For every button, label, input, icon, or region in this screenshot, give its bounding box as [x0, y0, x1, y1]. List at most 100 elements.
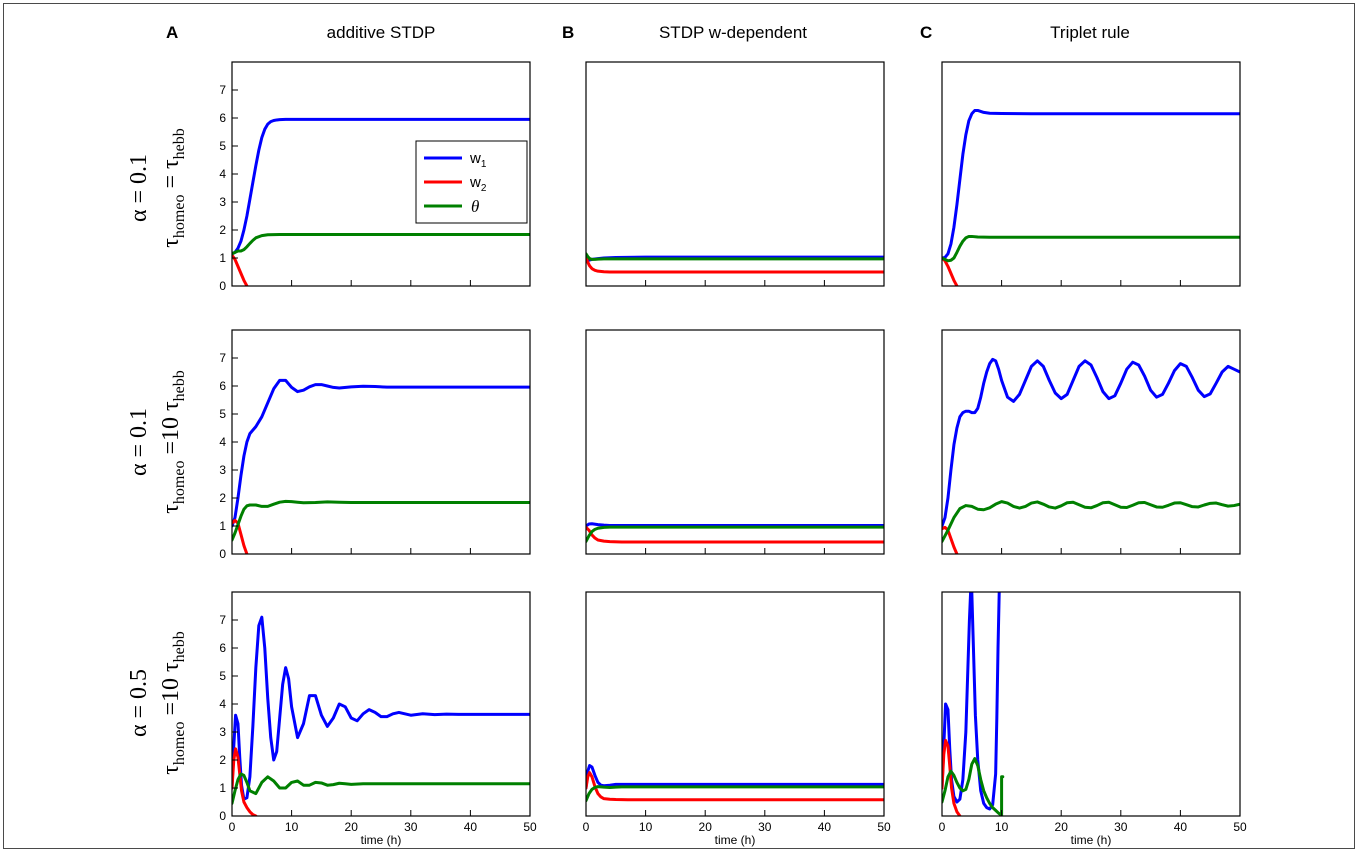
x-tick-label: 50 [1233, 820, 1247, 834]
panel-a2: 0 1 2 3 4 5 6 7 [219, 329, 531, 561]
legend-label-theta: θ [471, 197, 479, 216]
y-tick-label: 3 [219, 463, 226, 477]
x-tick-label: 10 [995, 820, 1009, 834]
figure-frame [3, 3, 1355, 849]
x-tick-label: 40 [464, 820, 478, 834]
panel-series [586, 764, 884, 803]
series-line-w2 [586, 525, 884, 544]
y-tick-label: 1 [219, 781, 226, 795]
y-tick-label: 4 [219, 697, 226, 711]
y-tick-label: 1 [219, 251, 226, 265]
y-tick-label: 6 [219, 641, 226, 655]
y-tick-label: 6 [219, 111, 226, 125]
y-tick-label: 5 [219, 139, 226, 153]
x-tick-label: 0 [229, 820, 236, 834]
plot-frame [941, 61, 1241, 287]
legend-label-w2: w2 [469, 174, 487, 194]
x-tick-label: 40 [1174, 820, 1188, 834]
x-tick-label: 40 [818, 820, 832, 834]
panel-b1 [585, 61, 885, 287]
panel-series [232, 615, 530, 816]
y-tick-label: 2 [219, 491, 226, 505]
series-line-w2 [942, 256, 959, 286]
plot-frame [585, 61, 885, 287]
panel-series [232, 117, 530, 286]
series-line-w2 [232, 518, 249, 554]
y-tick-label: 6 [219, 379, 226, 393]
series-line-theta [232, 499, 530, 542]
y-tick-label: 5 [219, 669, 226, 683]
y-tick-label: 2 [219, 753, 226, 767]
x-tick-label: 10 [639, 820, 653, 834]
panel-series [942, 108, 1240, 286]
series-line-w1 [942, 357, 1240, 528]
panel-series [586, 522, 884, 544]
panel-c1 [941, 61, 1241, 287]
row-label-1-tau: τhomeo = τhebb [158, 128, 188, 248]
plot-frame [941, 591, 1241, 817]
y-tick-label: 0 [219, 547, 226, 561]
panel-series [942, 592, 1005, 816]
series-line-w1 [232, 615, 530, 801]
y-tick-label: 7 [219, 613, 226, 627]
x-tick-label: 0 [939, 820, 946, 834]
series-line-w2 [232, 253, 249, 286]
panels: 0 1 2 3 4 5 6 7 0 1 2 3 4 5 6 7 0 1 2 3 4 5 6 7 0 10 20 30 40 50 time … [219, 61, 1247, 847]
series-line-theta [942, 757, 1005, 816]
row-label-3-alpha: α = 0.5 [126, 669, 152, 737]
y-tick-label: 7 [219, 351, 226, 365]
y-tick-label: 3 [219, 725, 226, 739]
series-line-theta [586, 252, 884, 261]
x-tick-label: 20 [1055, 820, 1069, 834]
panel-letter-a: A [166, 23, 178, 42]
x-tick-label: 20 [345, 820, 359, 834]
x-axis-label: time (h) [361, 833, 402, 847]
x-tick-label: 10 [285, 820, 299, 834]
column-title-triplet-rule: Triplet rule [1050, 23, 1130, 42]
row-label-3-tau: τhomeo =10 τhebb [158, 631, 188, 775]
y-tick-label: 3 [219, 195, 226, 209]
legend-label-w1: w1 [469, 150, 487, 170]
column-title-stdp-w-dependent: STDP w-dependent [659, 23, 807, 42]
series-line-theta [586, 785, 884, 803]
y-tick-label: 7 [219, 83, 226, 97]
y-tick-label: 2 [219, 223, 226, 237]
series-line-w2 [586, 771, 884, 802]
series-line-w2 [232, 747, 258, 816]
series-line-w1 [586, 522, 884, 528]
panel-series [942, 357, 1240, 554]
panel-b2 [585, 329, 885, 555]
series-line-theta [232, 232, 530, 256]
column-title-additive-stdp: additive STDP [327, 23, 436, 42]
x-tick-label: 30 [758, 820, 772, 834]
panel-letter-b: B [562, 23, 574, 42]
row-label-1-alpha: α = 0.1 [126, 154, 152, 222]
series-line-w1 [232, 378, 530, 528]
series-line-w2 [586, 256, 884, 274]
series-line-w1 [586, 764, 884, 790]
y-tick-label: 5 [219, 407, 226, 421]
series-line-w2 [942, 525, 959, 554]
row-label-1: α = 0.1 τhomeo = τhebb [126, 128, 188, 248]
plot-frame [585, 329, 885, 555]
plot-frame [585, 591, 885, 817]
row-label-2: α = 0.1 τhomeo =10 τhebb [126, 370, 188, 514]
panel-c2 [941, 329, 1241, 555]
series-line-theta [942, 234, 1240, 263]
series-line-theta [942, 500, 1240, 543]
panel-letter-c: C [920, 23, 932, 42]
row-label-3: α = 0.5 τhomeo =10 τhebb [126, 631, 188, 775]
x-tick-label: 30 [1114, 820, 1128, 834]
x-axis-label: time (h) [1071, 833, 1112, 847]
series-line-w1 [232, 117, 530, 256]
x-tick-label: 50 [877, 820, 891, 834]
series-line-w2 [942, 738, 962, 816]
panel-series [232, 378, 530, 554]
series-line-theta [586, 525, 884, 543]
y-tick-label: 1 [219, 519, 226, 533]
y-tick-label: 0 [219, 279, 226, 293]
x-tick-label: 0 [583, 820, 590, 834]
x-tick-label: 30 [404, 820, 418, 834]
panel-c3: 0 10 20 30 40 50 time (h) [939, 591, 1247, 847]
x-tick-label: 50 [523, 820, 537, 834]
